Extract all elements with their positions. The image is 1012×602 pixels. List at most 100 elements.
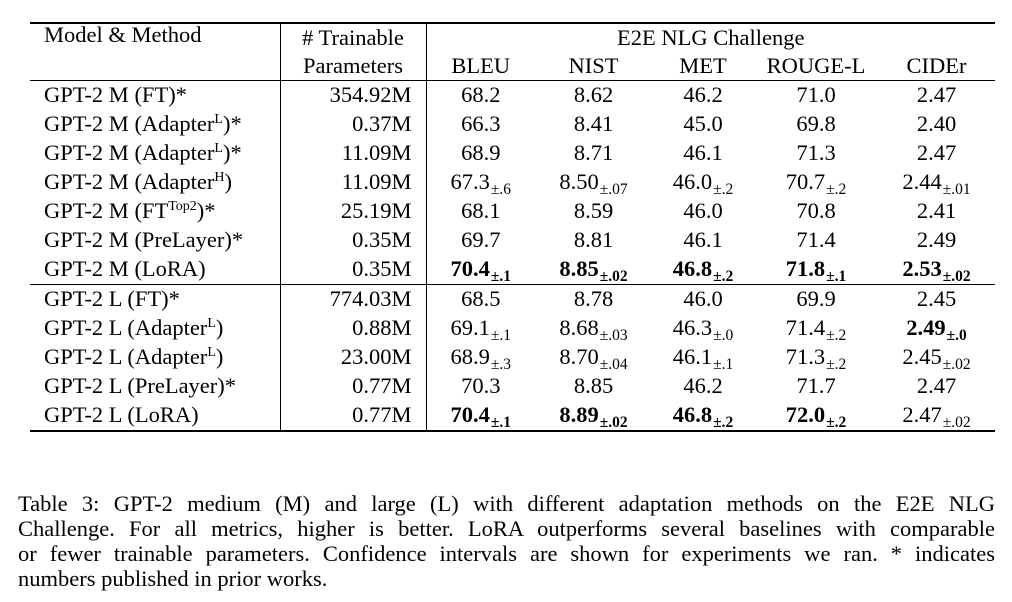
model-name-superscript: L	[214, 141, 223, 157]
metric-cell-nist: 8.85	[535, 372, 652, 401]
metric-cell-nist: 8.78	[535, 285, 652, 315]
metric-cell-cider: 2.44±.01	[878, 168, 995, 199]
model-method-cell: GPT-2 M (FTTop2)*	[30, 197, 281, 226]
table-row: GPT-2 M (FT)* 354.92M 68.2 8.62 46.2 71.0 2.47	[30, 80, 995, 111]
confidence-interval: ±.1	[490, 414, 511, 432]
metric-cell-rouge-l: 70.8	[754, 197, 878, 226]
confidence-interval: ±.3	[490, 356, 511, 374]
metric-cell-cider: 2.49	[878, 226, 995, 255]
table-row: GPT-2 M (AdapterH) 11.09M 67.3±.6 8.50±.07 4…	[30, 168, 995, 199]
metric-cell-cider: 2.40	[878, 110, 995, 139]
confidence-interval: ±.1	[490, 327, 511, 345]
metric-value: 46.2	[683, 373, 723, 399]
metric-cell-cider: 2.49±.0	[878, 314, 995, 344]
metric-cell-nist: 8.85±.02	[535, 255, 652, 285]
metric-value: 68.1	[461, 198, 501, 224]
metric-value: 71.7	[796, 373, 836, 399]
metric-cell-bleu: 66.3	[426, 110, 535, 139]
trainable-params-cell: 25.19M	[280, 197, 427, 226]
metric-value: 46.0	[672, 169, 713, 195]
model-name-superscript: L	[214, 112, 223, 128]
model-name-suffix: )*	[222, 111, 242, 137]
metric-value: 71.3	[785, 344, 826, 370]
model-name: GPT-2 L (LoRA)	[44, 402, 199, 428]
metric-cell-met: 46.3±.0	[652, 314, 754, 345]
metric-cell-rouge-l: 71.4	[754, 226, 878, 255]
header-group-title: E2E NLG Challenge	[617, 24, 805, 50]
confidence-interval: ±.6	[490, 181, 511, 199]
metric-value: 70.7	[785, 169, 826, 195]
metric-value: 8.50	[559, 169, 599, 195]
metric-cell-rouge-l: 71.3±.2	[754, 343, 878, 373]
caption-line: Table 3: GPT-2 medium (M) and large (L) …	[18, 491, 995, 516]
metric-value: 68.9	[461, 140, 501, 166]
metric-cell-met: 46.2	[652, 372, 754, 401]
confidence-interval: ±.2	[713, 414, 734, 432]
metric-value: 2.47	[916, 140, 957, 166]
metric-value: 70.4	[450, 256, 490, 282]
confidence-interval: ±.2	[713, 181, 734, 199]
metric-cell-met: 46.1±.1	[652, 343, 754, 373]
metric-cell-nist: 8.59	[535, 197, 652, 226]
header-trainable-params-line2: Parameters	[280, 52, 427, 81]
model-name-prefix: GPT-2 M (Adapter	[44, 111, 215, 137]
model-name: GPT-2 L (PreLayer)*	[44, 373, 237, 399]
model-name-prefix: GPT-2 L (Adapter	[44, 344, 208, 370]
model-method-cell: GPT-2 M (AdapterL)*	[30, 139, 281, 168]
trainable-params-cell: 23.00M	[280, 343, 427, 372]
confidence-interval: ±.1	[490, 268, 511, 286]
metric-cell-met: 46.2	[652, 81, 754, 111]
confidence-interval: ±.02	[599, 414, 628, 432]
metric-cell-nist: 8.70±.04	[535, 343, 652, 373]
metric-cell-rouge-l: 71.7	[754, 372, 878, 401]
metric-cell-bleu: 70.4±.1	[426, 255, 535, 285]
model-name-suffix: )	[224, 169, 233, 195]
table-row: GPT-2 M (FTTop2)* 25.19M 68.1 8.59 46.0 70.8 2…	[30, 197, 995, 226]
metric-cell-bleu: 67.3±.6	[426, 168, 535, 199]
metric-value: 8.68	[559, 315, 599, 341]
model-name: GPT-2 M (FT)*	[44, 82, 187, 108]
metric-value: 68.2	[461, 82, 501, 108]
metric-cell-bleu: 68.5	[426, 285, 535, 315]
confidence-interval: ±.0	[713, 327, 734, 345]
metric-value: 46.1	[672, 344, 713, 370]
metric-value: 46.8	[672, 256, 713, 282]
model-method-cell: GPT-2 L (LoRA)	[30, 401, 281, 431]
metric-cell-met: 46.0	[652, 197, 754, 226]
confidence-interval: ±.01	[942, 181, 971, 199]
metric-value: 68.5	[461, 286, 501, 312]
metric-value: 2.45	[916, 286, 957, 312]
metric-cell-bleu: 69.7	[426, 226, 535, 255]
header-metric-bleu: BLEU	[451, 52, 511, 78]
metric-value: 68.9	[450, 344, 490, 370]
metric-value: 71.3	[796, 140, 836, 166]
metric-cell-cider: 2.41	[878, 197, 995, 226]
metric-value: 46.2	[683, 82, 723, 108]
metric-cell-nist: 8.62	[535, 81, 652, 111]
model-method-cell: GPT-2 M (AdapterH)	[30, 168, 281, 197]
metric-cell-rouge-l: 69.9	[754, 285, 878, 315]
model-name-prefix: GPT-2 L (Adapter	[44, 315, 208, 341]
header-model-method: Model & Method	[30, 23, 281, 81]
caption-line: or fewer trainable parameters. Confidenc…	[18, 541, 995, 566]
metric-cell-bleu: 70.3	[426, 372, 535, 401]
metric-cell-bleu: 69.1±.1	[426, 314, 535, 345]
metric-cell-cider: 2.53±.02	[878, 255, 995, 285]
model-name-prefix: GPT-2 M (Adapter	[44, 140, 215, 166]
metric-cell-rouge-l: 71.3	[754, 139, 878, 168]
metric-value: 8.81	[573, 227, 614, 253]
metric-value: 46.0	[683, 198, 723, 224]
model-method-cell: GPT-2 M (LoRA)	[30, 255, 281, 285]
metric-cell-bleu: 68.1	[426, 197, 535, 226]
metric-cell-cider: 2.45±.02	[878, 343, 995, 373]
metric-value: 8.41	[573, 111, 614, 137]
metric-value: 70.4	[450, 402, 490, 428]
model-method-cell: GPT-2 M (FT)*	[30, 80, 281, 110]
model-method-cell: GPT-2 L (AdapterL)	[30, 314, 281, 343]
trainable-params-cell: 11.09M	[280, 168, 427, 197]
metric-value: 2.45	[902, 344, 942, 370]
metric-value: 2.47	[902, 402, 942, 428]
header-metric-nist: NIST	[568, 52, 619, 78]
metric-cell-met: 46.8±.2	[652, 255, 754, 285]
metric-cell-met: 46.8±.2	[652, 401, 754, 431]
